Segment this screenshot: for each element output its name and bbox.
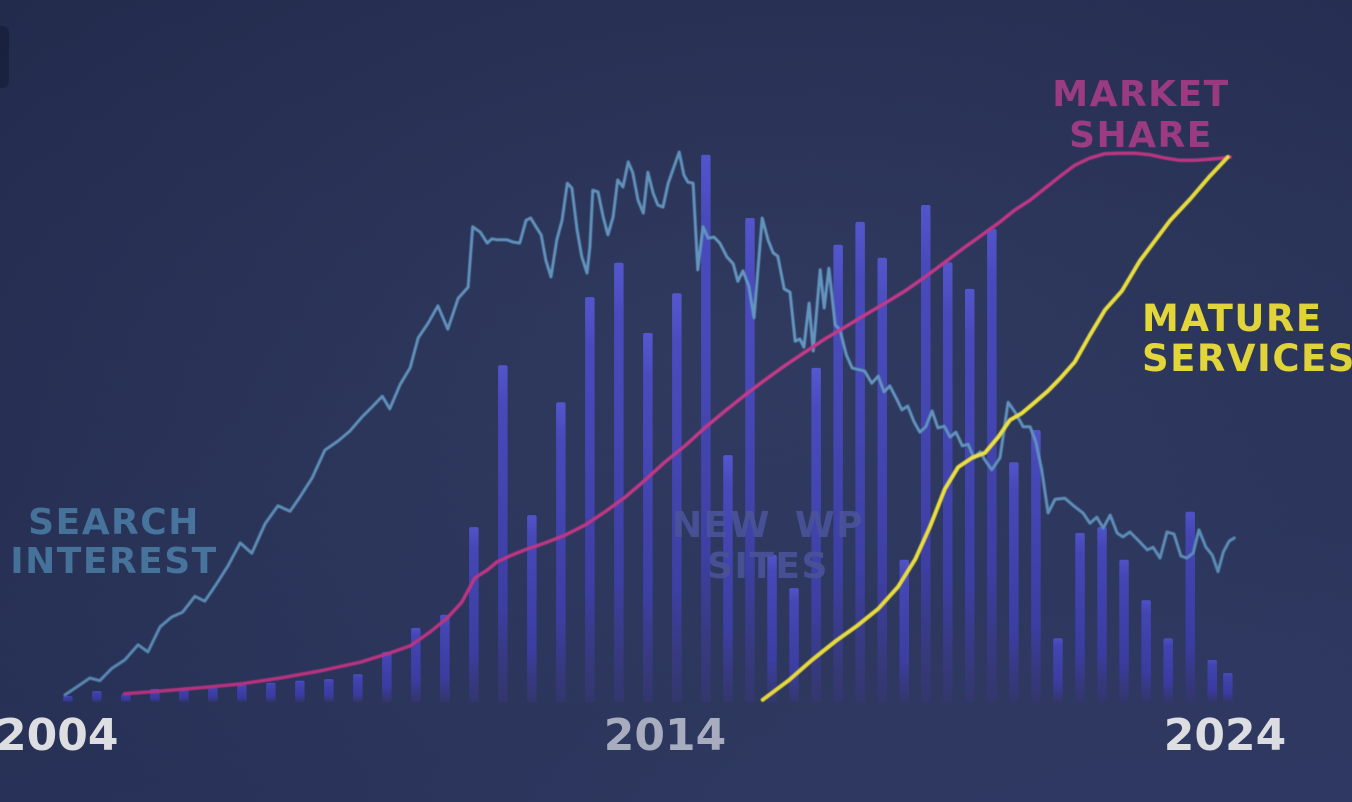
bar <box>353 674 363 702</box>
x-label-right: 2024 <box>1163 710 1287 761</box>
bar <box>411 627 421 702</box>
bar <box>643 333 653 702</box>
bar <box>1163 638 1173 702</box>
window-corner-artifact <box>0 26 9 88</box>
bar <box>1207 660 1217 702</box>
bar <box>92 691 102 702</box>
label-mature-services-line2: SERVICES <box>1142 337 1352 380</box>
bar <box>789 588 799 702</box>
bar <box>723 455 733 702</box>
bar <box>1097 527 1107 702</box>
bar <box>469 527 479 702</box>
bar <box>63 696 73 702</box>
bar <box>208 686 218 702</box>
bar <box>855 221 865 702</box>
bar <box>498 365 508 702</box>
bar <box>899 559 909 702</box>
bar <box>833 244 843 702</box>
bar <box>179 687 189 702</box>
label-new-wp-sites-line1: NEW WP <box>671 505 865 546</box>
bar <box>877 257 887 702</box>
label-market-share-line1: MARKET <box>1052 74 1230 115</box>
bar <box>527 515 537 702</box>
label-search-interest: SEARCH INTEREST <box>0 503 228 581</box>
bar <box>324 679 334 702</box>
bar <box>1223 673 1233 702</box>
label-search-interest-line1: SEARCH <box>28 502 200 543</box>
x-label-mid: 2014 <box>603 710 727 761</box>
bar <box>1119 559 1129 702</box>
bar <box>382 651 392 702</box>
bar <box>1141 600 1151 702</box>
label-mature-services-line1: MATURE <box>1142 297 1323 340</box>
bars-group <box>63 154 1233 703</box>
bar <box>1053 638 1063 702</box>
bar <box>811 367 821 702</box>
label-new-wp-sites: NEW WP SITES <box>628 505 908 587</box>
label-search-interest-line2: INTEREST <box>10 541 218 582</box>
label-market-share: MARKET SHARE <box>1021 74 1261 156</box>
bar <box>965 288 975 702</box>
bar <box>767 554 777 702</box>
bar <box>440 614 450 702</box>
bar <box>745 218 755 702</box>
bar <box>585 297 595 702</box>
mature-services-line <box>760 155 1230 702</box>
market-share-line <box>122 151 1232 696</box>
bar <box>556 402 566 703</box>
search-interest-line <box>63 150 1236 697</box>
bar <box>121 693 131 702</box>
x-label-left: 2004 <box>0 710 119 761</box>
label-mature-services: MATURE SERVICES <box>1142 299 1352 379</box>
bar <box>266 682 276 702</box>
bar <box>987 228 997 702</box>
bar <box>237 685 247 702</box>
bar <box>1075 533 1085 702</box>
bar <box>295 680 305 702</box>
label-market-share-line2: SHARE <box>1069 115 1213 156</box>
bar <box>921 205 931 702</box>
label-new-wp-sites-line2: SITES <box>707 546 829 587</box>
bar <box>1031 430 1041 702</box>
bar <box>614 262 624 702</box>
bar <box>1009 462 1019 702</box>
bar <box>672 293 682 703</box>
bar <box>1185 511 1195 702</box>
